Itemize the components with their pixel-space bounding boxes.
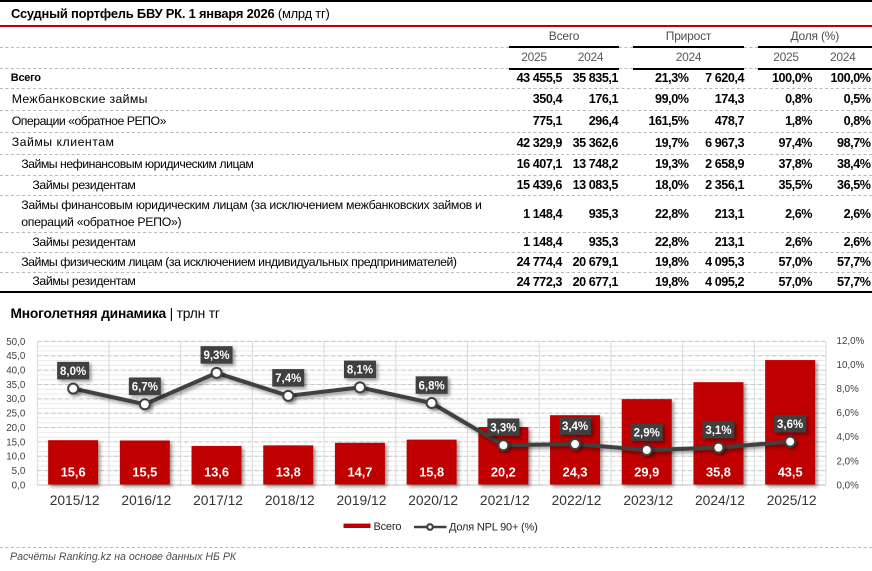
svg-text:13,6: 13,6 bbox=[204, 465, 229, 480]
svg-text:45,0: 45,0 bbox=[6, 351, 26, 362]
svg-text:2018/12: 2018/12 bbox=[265, 493, 315, 508]
svg-text:6,7%: 6,7% bbox=[132, 381, 158, 393]
svg-text:2019/12: 2019/12 bbox=[337, 493, 387, 508]
svg-text:2025/12: 2025/12 bbox=[767, 493, 817, 508]
svg-text:20,0: 20,0 bbox=[6, 423, 26, 434]
svg-text:30,0: 30,0 bbox=[6, 394, 26, 405]
svg-text:2016/12: 2016/12 bbox=[121, 493, 171, 508]
svg-text:2,9%: 2,9% bbox=[634, 427, 660, 439]
svg-text:40,0: 40,0 bbox=[6, 366, 26, 377]
svg-text:Всего: Всего bbox=[374, 521, 402, 533]
svg-text:0,0: 0,0 bbox=[12, 480, 26, 491]
svg-text:12,0%: 12,0% bbox=[837, 336, 865, 347]
svg-text:10,0%: 10,0% bbox=[837, 360, 865, 371]
svg-text:7,4%: 7,4% bbox=[275, 373, 301, 385]
svg-text:25,0: 25,0 bbox=[6, 409, 26, 420]
svg-text:2020/12: 2020/12 bbox=[408, 493, 458, 508]
svg-text:3,4%: 3,4% bbox=[562, 421, 588, 433]
svg-text:2023/12: 2023/12 bbox=[623, 493, 673, 508]
svg-text:2021/12: 2021/12 bbox=[480, 493, 530, 508]
svg-text:2024/12: 2024/12 bbox=[695, 493, 745, 508]
svg-text:15,6: 15,6 bbox=[61, 465, 86, 480]
svg-text:20,2: 20,2 bbox=[491, 465, 516, 480]
svg-text:3,1%: 3,1% bbox=[705, 425, 731, 437]
svg-text:13,8: 13,8 bbox=[276, 465, 301, 480]
svg-text:2017/12: 2017/12 bbox=[193, 493, 243, 508]
svg-text:24,3: 24,3 bbox=[563, 465, 588, 480]
svg-text:3,6%: 3,6% bbox=[777, 419, 803, 431]
svg-text:15,8: 15,8 bbox=[419, 465, 444, 480]
svg-text:5,0: 5,0 bbox=[12, 466, 26, 477]
svg-text:15,5: 15,5 bbox=[132, 465, 157, 480]
svg-text:Доля NPL 90+ (%): Доля NPL 90+ (%) bbox=[449, 522, 538, 534]
svg-text:2,0%: 2,0% bbox=[837, 456, 860, 467]
svg-text:50,0: 50,0 bbox=[6, 337, 26, 348]
svg-text:9,3%: 9,3% bbox=[203, 350, 229, 362]
svg-text:3,3%: 3,3% bbox=[490, 422, 516, 434]
svg-text:8,0%: 8,0% bbox=[837, 384, 860, 395]
svg-text:29,9: 29,9 bbox=[634, 465, 659, 480]
svg-text:0,0%: 0,0% bbox=[837, 480, 860, 491]
svg-text:14,7: 14,7 bbox=[347, 465, 372, 480]
svg-text:43,5: 43,5 bbox=[778, 465, 803, 480]
svg-text:2022/12: 2022/12 bbox=[552, 493, 602, 508]
svg-text:6,8%: 6,8% bbox=[419, 380, 445, 392]
svg-text:10,0: 10,0 bbox=[6, 452, 26, 463]
svg-text:6,0%: 6,0% bbox=[837, 408, 860, 419]
svg-text:15,0: 15,0 bbox=[6, 437, 26, 448]
svg-text:8,1%: 8,1% bbox=[347, 365, 373, 377]
svg-text:4,0%: 4,0% bbox=[837, 432, 860, 443]
svg-text:2015/12: 2015/12 bbox=[50, 493, 100, 508]
svg-text:8,0%: 8,0% bbox=[60, 366, 86, 378]
svg-text:35,8: 35,8 bbox=[706, 465, 731, 480]
svg-text:35,0: 35,0 bbox=[6, 380, 26, 391]
